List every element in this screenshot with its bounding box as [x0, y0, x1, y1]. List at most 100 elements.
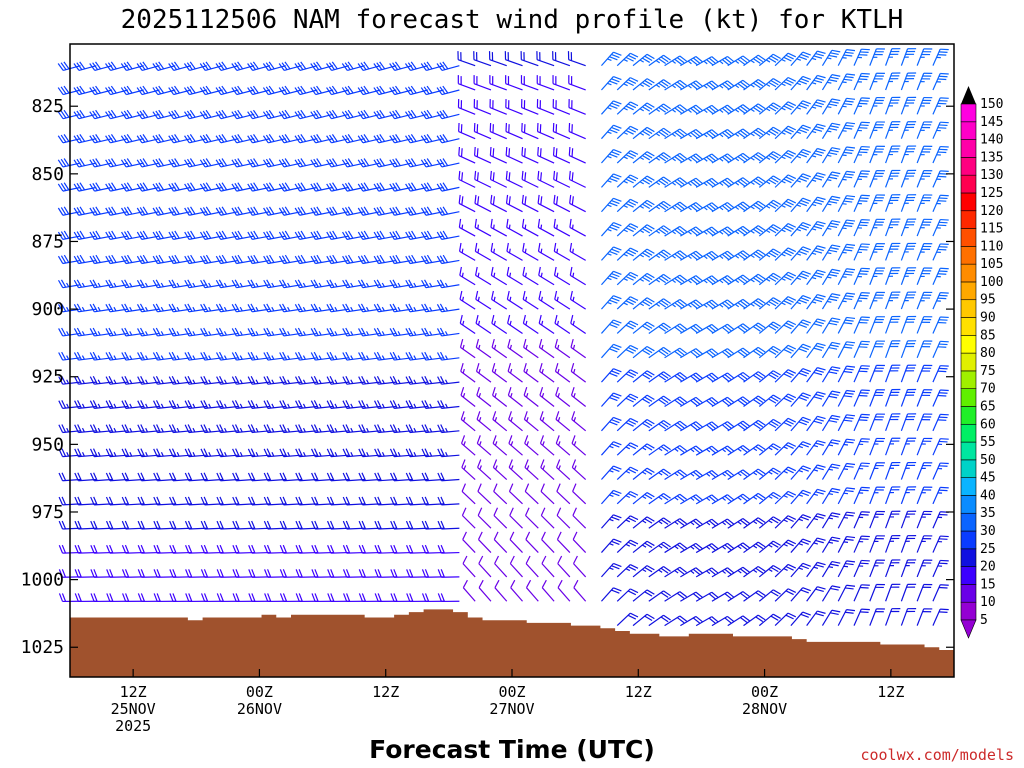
wind-barb — [695, 153, 719, 164]
colorbar-label: 80 — [980, 346, 996, 361]
wind-barb — [524, 483, 539, 505]
wind-barb — [790, 465, 811, 480]
wind-barb — [727, 225, 751, 237]
wind-barb — [478, 555, 492, 578]
wind-barb — [758, 321, 781, 334]
wind-barb — [916, 559, 933, 578]
wind-barb — [538, 338, 555, 359]
wind-barb — [916, 145, 933, 164]
wind-barb — [489, 122, 507, 140]
wind-barb — [821, 585, 841, 602]
wind-barb — [837, 243, 856, 261]
wind-barb — [727, 79, 751, 91]
wind-barb — [743, 176, 766, 188]
wind-barb — [853, 511, 870, 529]
wind-barb — [215, 206, 239, 216]
wind-barb — [900, 340, 917, 359]
wind-barb — [743, 273, 766, 286]
wind-barb — [853, 340, 870, 359]
wind-barb — [853, 438, 870, 456]
wind-barb — [680, 567, 703, 578]
wind-barb — [357, 206, 381, 216]
wind-barb — [509, 507, 523, 529]
wind-barb — [664, 274, 687, 286]
wind-barb — [538, 290, 555, 310]
wind-barb — [326, 375, 349, 385]
wind-barb — [601, 295, 622, 310]
wind-barb — [648, 103, 671, 115]
wind-barb — [680, 80, 703, 91]
wind-barb — [247, 61, 271, 71]
wind-barb — [405, 134, 428, 144]
wind-barb — [680, 177, 703, 188]
wind-barb — [168, 109, 192, 120]
wind-barb — [327, 593, 349, 603]
wind-barb — [900, 388, 917, 407]
wind-barb — [932, 584, 949, 602]
wind-barb — [73, 303, 97, 313]
wind-barb — [73, 61, 97, 71]
wind-barb — [932, 121, 949, 139]
wind-barb — [790, 441, 811, 456]
wind-barb — [774, 490, 797, 505]
wind-barb — [505, 170, 523, 188]
wind-barb — [540, 483, 555, 505]
wind-barb — [105, 182, 129, 192]
wind-barb — [727, 566, 751, 578]
wind-barb — [493, 483, 508, 505]
wind-barb — [821, 293, 841, 310]
x-tick-label: 2025 — [115, 717, 151, 735]
wind-barb — [900, 218, 917, 237]
wind-barb — [105, 109, 129, 120]
wind-barb — [900, 364, 917, 383]
wind-barb — [916, 510, 933, 529]
wind-barb — [389, 206, 413, 216]
wind-barb — [806, 537, 826, 553]
wind-barb — [680, 275, 703, 286]
wind-barb — [806, 74, 826, 91]
y-tick-label: 925 — [31, 367, 64, 388]
wind-barb — [758, 613, 781, 627]
wind-barb — [885, 388, 901, 407]
wind-barb — [743, 371, 766, 383]
wind-barb — [199, 182, 223, 192]
wind-barb — [821, 49, 841, 66]
wind-barb — [711, 567, 735, 578]
wind-barb — [853, 72, 870, 91]
colorbar-segment — [960, 406, 977, 425]
wind-barbs — [57, 48, 949, 627]
wind-barb — [310, 109, 334, 120]
wind-barb — [199, 206, 223, 216]
wind-barb — [477, 483, 492, 505]
wind-barb — [89, 230, 113, 240]
wind-barb — [168, 134, 192, 144]
wind-barb — [885, 315, 901, 334]
wind-barb — [821, 122, 841, 139]
wind-barb — [507, 387, 523, 407]
x-tick-label: 00Z — [751, 683, 778, 701]
wind-barb — [853, 218, 870, 237]
wind-barb — [932, 243, 949, 261]
wind-barb — [774, 442, 797, 456]
wind-barb — [695, 372, 719, 383]
wind-barb — [509, 531, 523, 553]
wind-barb — [680, 250, 703, 261]
wind-barb — [248, 569, 270, 578]
wind-barb — [136, 134, 160, 144]
wind-barb — [105, 375, 128, 385]
wind-barb — [727, 323, 751, 334]
wind-barb — [490, 242, 508, 261]
wind-barb — [541, 555, 555, 578]
wind-barb — [601, 368, 622, 383]
wind-barb — [73, 109, 97, 120]
wind-barb — [601, 465, 622, 480]
wind-barb — [695, 250, 719, 261]
wind-barb — [373, 134, 397, 144]
wind-barb — [537, 242, 555, 261]
wind-barb — [932, 72, 949, 91]
wind-barb — [262, 158, 286, 168]
wind-barb — [695, 470, 719, 481]
wind-barb — [525, 507, 539, 529]
wind-barb — [568, 146, 586, 164]
wind-barb — [74, 448, 97, 458]
